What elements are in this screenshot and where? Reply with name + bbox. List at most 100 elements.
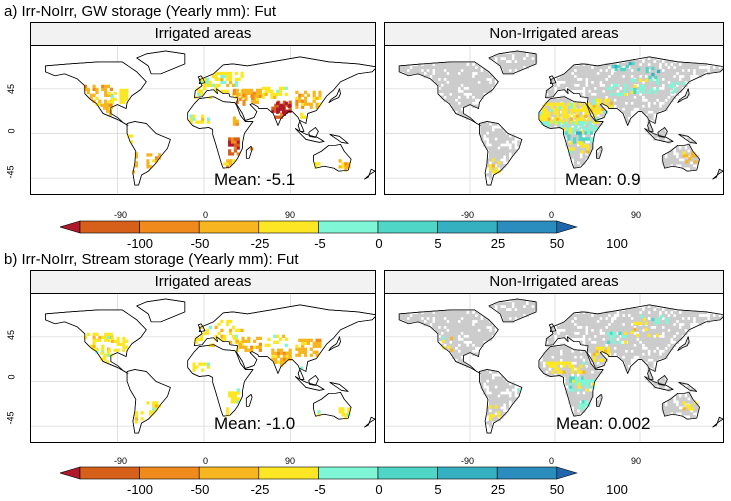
- land-cell: [636, 307, 640, 312]
- land-cell: [483, 128, 487, 132]
- land-cell: [494, 376, 498, 380]
- land-cell: [639, 307, 643, 312]
- data-cell: [315, 344, 319, 348]
- land-cell: [520, 301, 524, 306]
- data-cell: [250, 88, 254, 92]
- land-cell: [500, 385, 504, 389]
- land-cell: [616, 316, 620, 321]
- land-cell: [460, 322, 464, 327]
- data-cell: [301, 93, 305, 97]
- land-cell: [474, 328, 478, 333]
- land-cell: [596, 95, 600, 99]
- land-cell: [403, 319, 408, 324]
- land-cell: [559, 83, 563, 88]
- data-cell: [298, 99, 302, 103]
- data-cell: [276, 334, 280, 339]
- land-cell: [588, 149, 592, 153]
- cb-a-label-7: 50: [549, 236, 565, 251]
- land-cell: [469, 80, 473, 85]
- land-cell: [653, 367, 657, 371]
- land-cell: [692, 62, 697, 67]
- land-cell: [505, 65, 510, 70]
- land-cell: [483, 80, 487, 85]
- land-cell: [491, 155, 495, 159]
- land-cell: [588, 346, 592, 350]
- data-cell: [285, 354, 289, 358]
- land-cell: [596, 65, 600, 70]
- data-cell: [230, 143, 235, 147]
- data-cell: [630, 90, 634, 94]
- data-cell: [95, 332, 99, 337]
- data-cell: [584, 403, 588, 407]
- data-cell: [113, 97, 117, 101]
- land-cell: [573, 164, 578, 168]
- land-cell: [565, 331, 569, 336]
- land-cell: [627, 104, 631, 108]
- land-cell: [681, 149, 685, 153]
- land-cell: [647, 77, 651, 82]
- data-cell: [214, 74, 218, 79]
- land-cell: [488, 83, 493, 88]
- data-cell: [271, 106, 275, 110]
- land-cell: [670, 313, 674, 318]
- data-cell: [110, 100, 114, 104]
- land-cell: [573, 146, 578, 150]
- land-cell: [636, 62, 640, 67]
- land-cell: [446, 92, 450, 96]
- land-cell: [588, 83, 592, 88]
- data-cell: [223, 337, 227, 341]
- land-cell: [565, 358, 569, 362]
- land-cell: [522, 62, 527, 67]
- land-cell: [670, 400, 674, 404]
- land-cell: [675, 161, 680, 165]
- land-cell: [664, 92, 668, 96]
- data-cell: [315, 102, 319, 106]
- land-cell: [576, 65, 580, 70]
- landmass-new-guinea: [329, 382, 349, 392]
- land-cell: [684, 310, 688, 315]
- data-cell: [491, 414, 495, 418]
- land-cell: [661, 355, 665, 359]
- data-cell: [691, 407, 695, 411]
- land-cell: [471, 86, 476, 91]
- land-cell: [695, 161, 699, 165]
- land-cell: [508, 149, 512, 153]
- data-cell: [203, 83, 207, 88]
- colorbar-bin-6: [377, 220, 438, 234]
- land-cell: [647, 346, 651, 350]
- data-cell: [154, 404, 159, 408]
- land-cell: [664, 331, 668, 336]
- land-cell: [670, 343, 674, 347]
- land-cell: [418, 62, 422, 67]
- land-cell: [622, 71, 626, 76]
- land-cell: [403, 313, 408, 318]
- data-cell: [609, 92, 613, 96]
- land-cell: [647, 71, 651, 76]
- land-cell: [418, 65, 422, 70]
- data-cell: [559, 370, 563, 374]
- data-cell: [244, 91, 248, 95]
- land-cell: [551, 352, 555, 356]
- data-cell: [592, 110, 596, 114]
- land-cell: [477, 92, 481, 96]
- data-cell: [298, 347, 302, 351]
- data-cell: [580, 379, 584, 383]
- data-cell: [214, 325, 218, 330]
- land-cell: [639, 343, 643, 347]
- land-cell: [639, 349, 643, 353]
- data-cell: [581, 403, 585, 407]
- land-cell: [474, 325, 478, 330]
- land-cell: [650, 346, 654, 350]
- land-cell: [687, 143, 691, 147]
- land-cell: [664, 68, 668, 73]
- land-cell: [454, 80, 459, 85]
- land-cell: [511, 397, 515, 401]
- land-cell: [454, 340, 459, 344]
- land-cell: [664, 349, 668, 353]
- data-cell: [674, 87, 678, 92]
- land-cell: [636, 71, 640, 76]
- land-cell: [619, 95, 623, 99]
- land-cell: [622, 337, 626, 341]
- land-cell: [508, 310, 512, 315]
- land-cell: [437, 337, 442, 341]
